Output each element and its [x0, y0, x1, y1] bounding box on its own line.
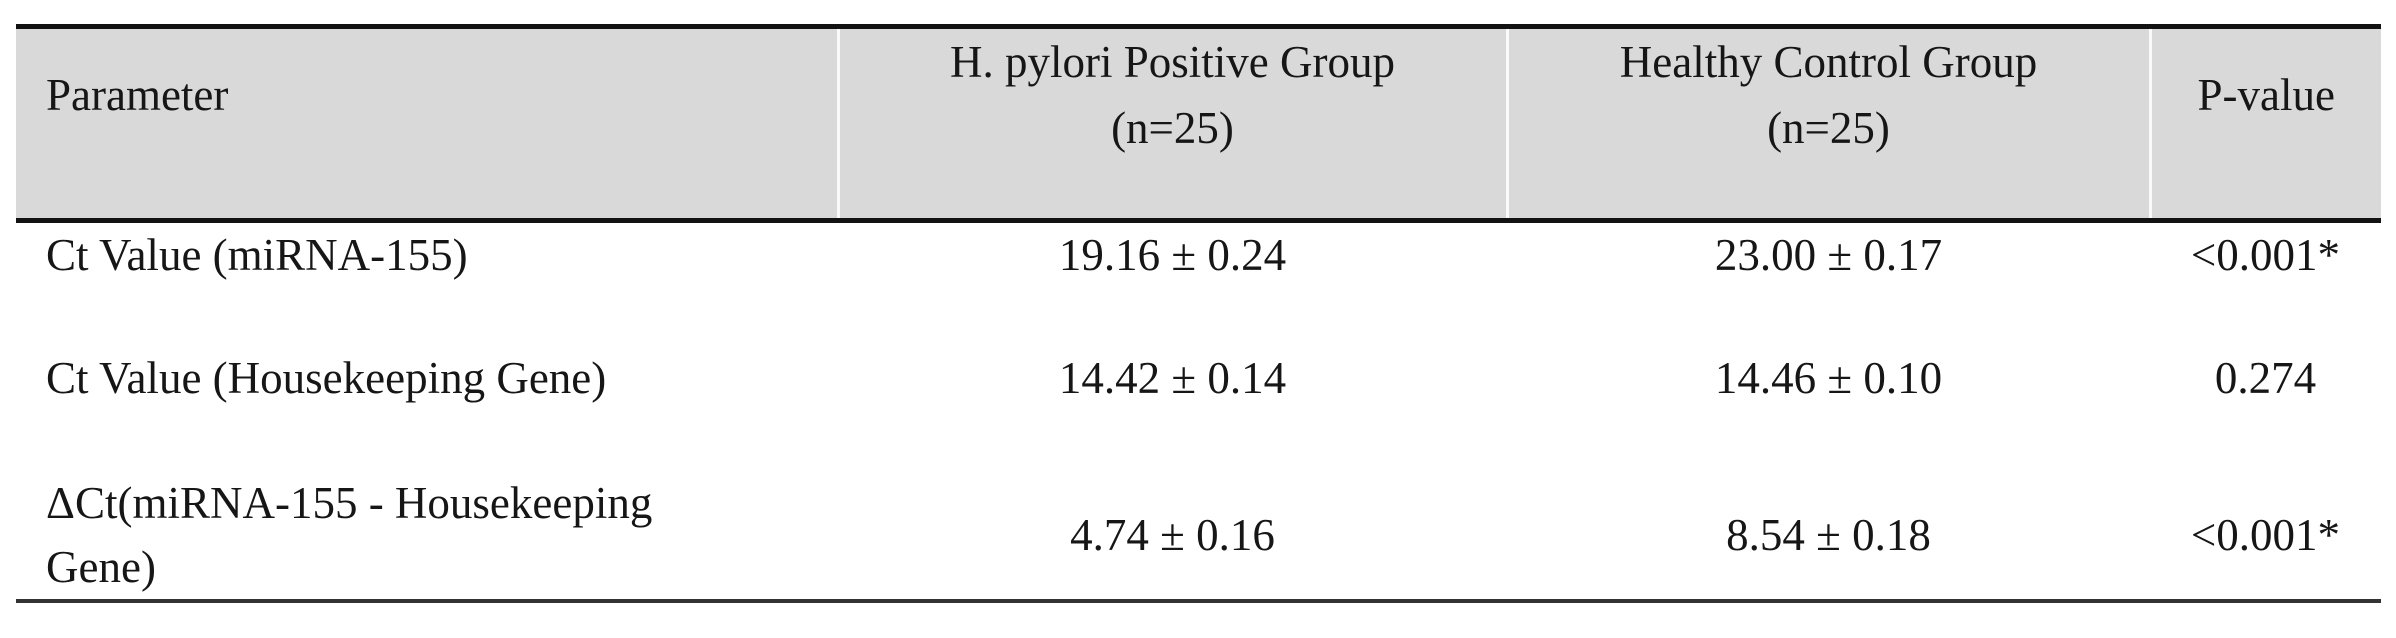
header-line: P-value — [2197, 70, 2335, 120]
mirna-ct-values-table: Parameter H. pylori Positive Group (n=25… — [16, 24, 2381, 603]
cell-parameter: Ct Value (Housekeeping Gene) — [46, 352, 607, 403]
column-header-healthy-control-group: Healthy Control Group (n=25) — [1505, 26, 2150, 221]
header-line: (n=25) — [1111, 103, 1234, 153]
cell-hp-positive-value: 4.74 ± 0.16 — [1070, 509, 1275, 560]
header-line: (n=25) — [1767, 103, 1890, 153]
table-row-ct-housekeeping: Ct Value (Housekeeping Gene) 14.42 ± 0.1… — [16, 346, 2381, 471]
cell-healthy-control-value: 23.00 ± 0.17 — [1714, 230, 1943, 280]
cell-p-value: <0.001* — [2190, 509, 2341, 560]
table-row-delta-ct: ΔCt(miRNA-155 - Housekeeping Gene) 4.74 … — [16, 471, 2381, 601]
cell-hp-positive-value: 14.42 ± 0.14 — [1058, 352, 1287, 403]
cell-parameter: Ct Value (miRNA-155) — [46, 230, 468, 280]
header-row: Parameter H. pylori Positive Group (n=25… — [16, 26, 2381, 221]
header-line: Parameter — [46, 70, 229, 120]
cell-p-value: <0.001* — [2190, 230, 2341, 280]
column-header-p-value: P-value — [2148, 26, 2381, 221]
header-line: H. pylori Positive Group — [950, 37, 1395, 87]
header-line: Healthy Control Group — [1619, 37, 2038, 87]
table-header: Parameter H. pylori Positive Group (n=25… — [16, 26, 2381, 221]
cell-healthy-control-value: 14.46 ± 0.10 — [1714, 352, 1943, 403]
column-header-hp-positive-group: H. pylori Positive Group (n=25) — [836, 26, 1507, 221]
cell-parameter: ΔCt(miRNA-155 - Housekeeping Gene) — [46, 477, 653, 592]
column-header-parameter: Parameter — [16, 27, 838, 221]
cell-hp-positive-value: 19.16 ± 0.24 — [1058, 230, 1287, 280]
table-row-ct-mirna155: Ct Value (miRNA-155) 19.16 ± 0.24 23.00 … — [16, 221, 2381, 346]
table-body: Ct Value (miRNA-155) 19.16 ± 0.24 23.00 … — [16, 221, 2381, 601]
cell-healthy-control-value: 8.54 ± 0.18 — [1726, 509, 1931, 560]
cell-p-value: 0.274 — [2214, 352, 2317, 403]
